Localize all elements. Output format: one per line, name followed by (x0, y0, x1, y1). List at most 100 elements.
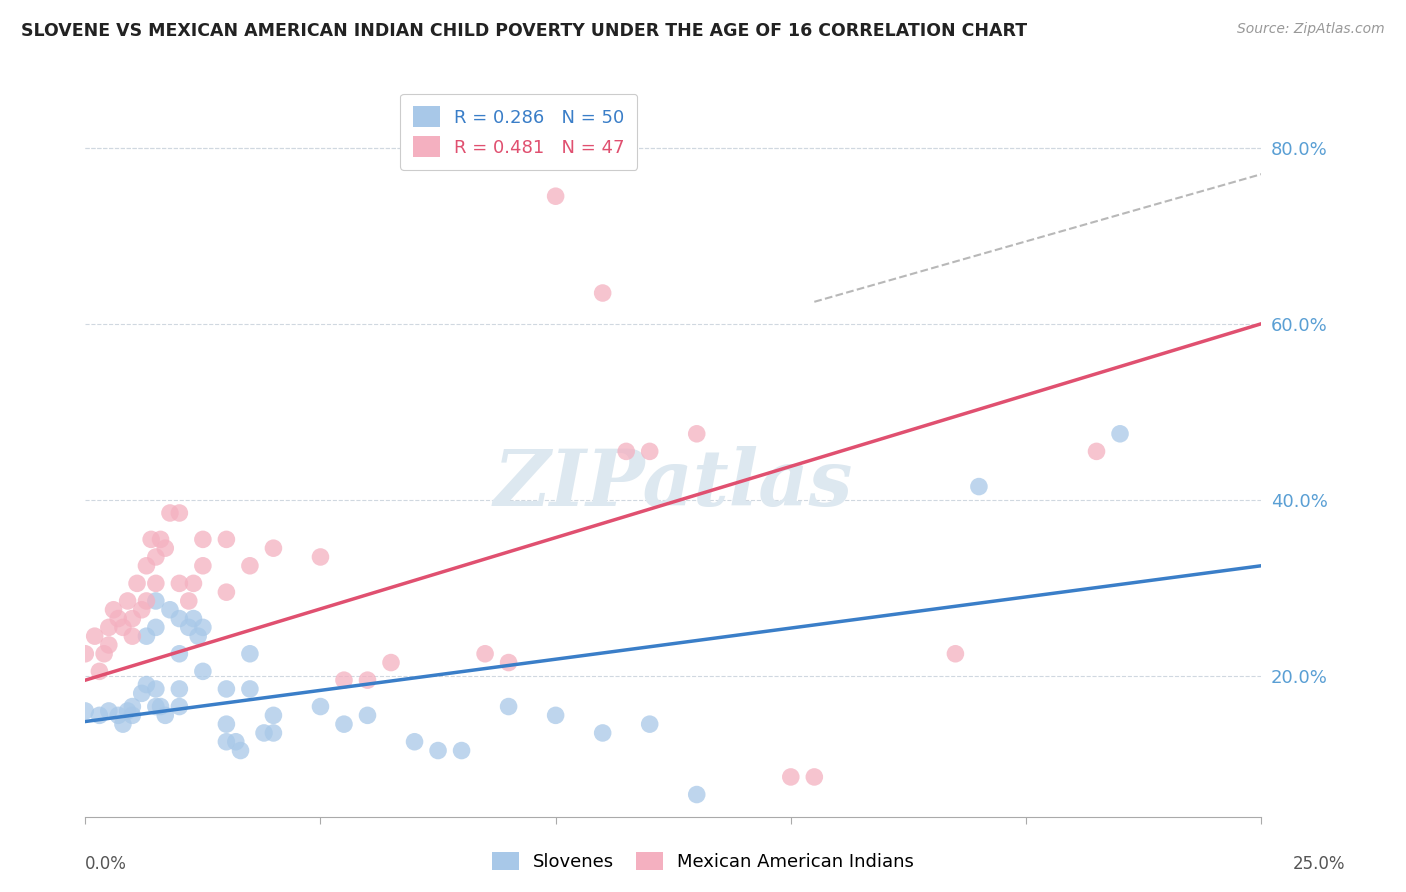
Point (229, 743, 252, 757)
Point (1085, 444, 1108, 458)
Point (121, 611, 143, 625)
Point (450, 743, 472, 757)
Text: 0.0%: 0.0% (84, 855, 127, 872)
Point (75, 647, 97, 661)
Point (215, 717, 238, 731)
Point (215, 681, 238, 696)
Point (107, 611, 129, 625)
Point (686, 426, 709, 441)
Point (145, 576, 167, 591)
Point (262, 726, 284, 740)
Point (239, 647, 262, 661)
Point (427, 743, 450, 757)
Point (111, 717, 134, 731)
Point (498, 656, 520, 670)
Point (333, 673, 356, 688)
Point (121, 699, 143, 714)
Point (333, 717, 356, 731)
Point (592, 285, 614, 300)
Point (215, 585, 238, 599)
Point (145, 549, 167, 564)
Point (75, 704, 97, 718)
Legend: R = 0.286   N = 50, R = 0.481   N = 47: R = 0.286 N = 50, R = 0.481 N = 47 (401, 94, 637, 169)
Point (967, 479, 990, 493)
Point (239, 681, 262, 696)
Point (169, 681, 191, 696)
Point (135, 594, 157, 608)
Point (614, 444, 637, 458)
Point (803, 770, 825, 784)
Point (215, 735, 238, 749)
Point (191, 665, 214, 679)
Point (225, 735, 247, 749)
Text: ZIPatlas: ZIPatlas (494, 446, 853, 522)
Point (121, 629, 143, 643)
Point (97, 638, 120, 652)
Point (149, 699, 172, 714)
Point (159, 603, 181, 617)
Point (97, 620, 120, 634)
Point (187, 629, 209, 643)
Point (177, 620, 200, 634)
Point (145, 594, 167, 608)
Point (253, 726, 276, 740)
Point (169, 647, 191, 661)
Point (103, 603, 125, 617)
Point (121, 708, 143, 723)
Point (177, 594, 200, 608)
Point (145, 620, 167, 634)
Point (107, 708, 129, 723)
Text: Source: ZipAtlas.com: Source: ZipAtlas.com (1237, 22, 1385, 37)
Point (215, 533, 238, 547)
Point (686, 788, 709, 802)
Point (945, 647, 967, 661)
Point (155, 708, 177, 723)
Text: SLOVENE VS MEXICAN AMERICAN INDIAN CHILD POVERTY UNDER THE AGE OF 16 CORRELATION: SLOVENE VS MEXICAN AMERICAN INDIAN CHILD… (21, 22, 1028, 40)
Point (183, 611, 205, 625)
Point (135, 677, 157, 691)
Point (1109, 426, 1132, 441)
Point (169, 699, 191, 714)
Point (474, 647, 496, 661)
Point (131, 686, 153, 700)
Point (638, 717, 661, 731)
Point (141, 533, 163, 547)
Point (309, 549, 332, 564)
Point (97, 704, 120, 718)
Point (93, 647, 115, 661)
Point (155, 541, 177, 556)
Point (356, 708, 378, 723)
Point (239, 558, 262, 573)
Point (117, 594, 139, 608)
Legend: Slovenes, Mexican American Indians: Slovenes, Mexican American Indians (485, 845, 921, 879)
Point (159, 506, 181, 520)
Text: 25.0%: 25.0% (1292, 855, 1346, 872)
Point (149, 533, 172, 547)
Point (89, 708, 111, 723)
Point (592, 726, 614, 740)
Point (135, 629, 157, 643)
Point (89, 665, 111, 679)
Point (262, 708, 284, 723)
Point (117, 704, 139, 718)
Point (544, 708, 567, 723)
Point (404, 735, 426, 749)
Point (779, 770, 801, 784)
Point (145, 699, 167, 714)
Point (191, 620, 214, 634)
Point (191, 558, 214, 573)
Point (169, 506, 191, 520)
Point (638, 444, 661, 458)
Point (380, 656, 402, 670)
Point (544, 189, 567, 203)
Point (131, 603, 153, 617)
Point (169, 611, 191, 625)
Point (356, 673, 378, 688)
Point (309, 699, 332, 714)
Point (83, 629, 105, 643)
Point (111, 620, 134, 634)
Point (183, 576, 205, 591)
Point (145, 681, 167, 696)
Point (125, 576, 148, 591)
Point (262, 541, 284, 556)
